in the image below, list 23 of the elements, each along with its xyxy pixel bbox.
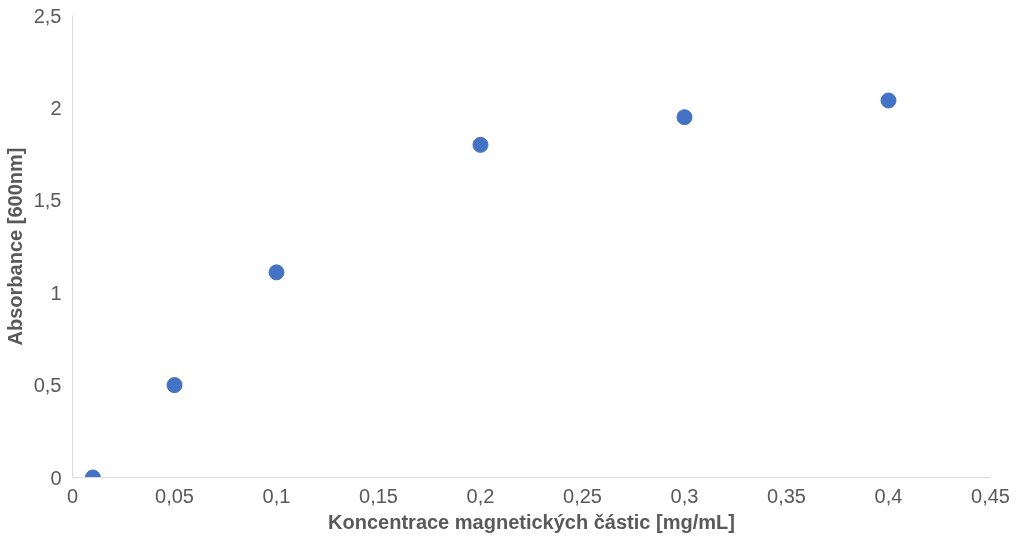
y-tick-label: 1,5 (33, 189, 62, 212)
y-tick-label: 2 (50, 96, 62, 119)
y-tick-label: 2,5 (33, 4, 62, 27)
x-tick-label: 0,15 (359, 484, 398, 507)
x-tick-label: 0,4 (874, 484, 903, 507)
point (880, 92, 897, 109)
x-tick-label: 0,2 (466, 484, 495, 507)
x-tick-label: 0,35 (767, 484, 806, 507)
y-tick-label: 0 (50, 466, 62, 489)
point (268, 264, 285, 281)
y-tick-label: 0,5 (33, 374, 62, 397)
x-tick-label: 0,1 (262, 484, 291, 507)
point (472, 136, 489, 153)
x-tick-label: 0,3 (670, 484, 699, 507)
x-tick-label: 0,25 (563, 484, 602, 507)
x-tick-label: 0,05 (155, 484, 194, 507)
point (676, 109, 693, 126)
y-tick-label: 1 (50, 281, 62, 304)
x-axis-title: Koncentrace magnetických částic [mg/mL] (328, 510, 735, 533)
x-tick-label: 0 (66, 484, 79, 507)
y-axis-title: Absorbance [600nm] (3, 147, 26, 346)
point (166, 377, 183, 394)
x-tick-label: 0,45 (971, 484, 1010, 507)
